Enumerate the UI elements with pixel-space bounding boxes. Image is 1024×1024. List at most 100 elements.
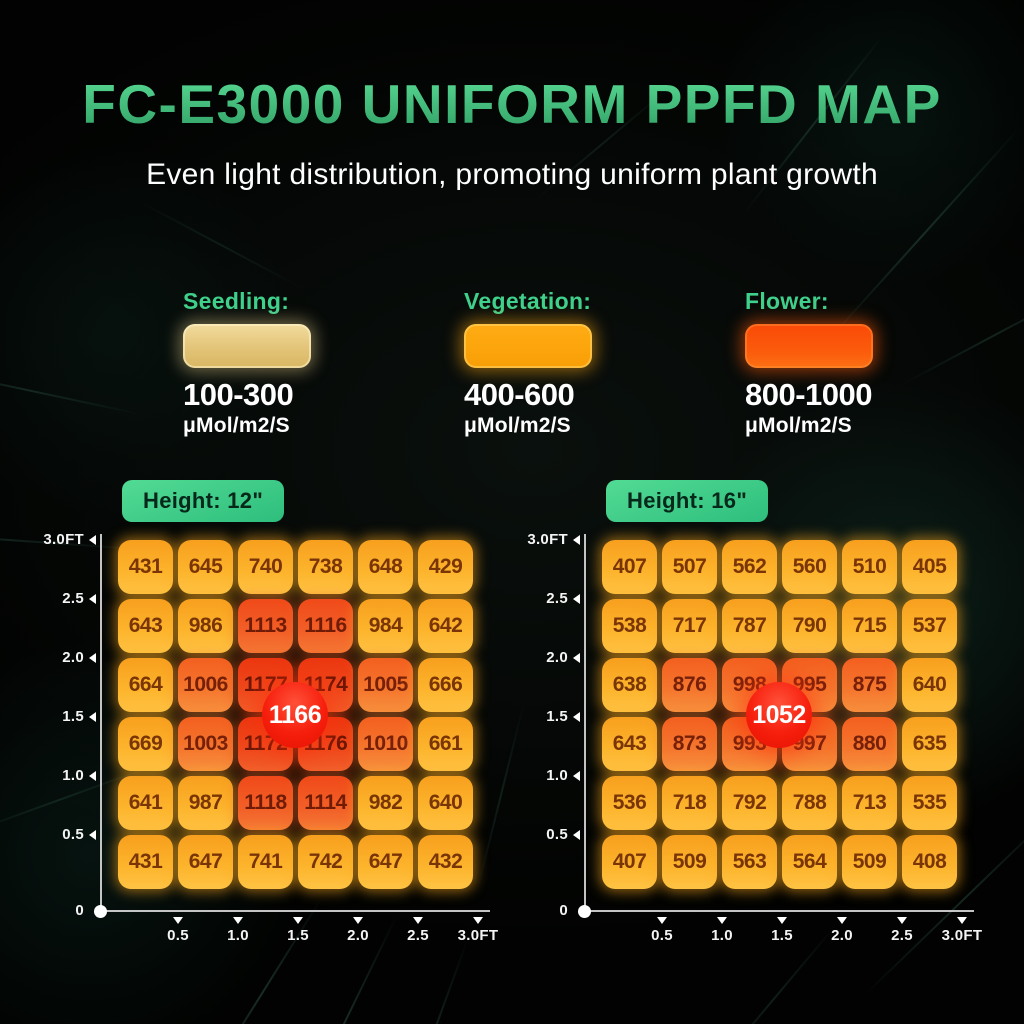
ppfd-cell: 407 <box>602 835 657 889</box>
tick-arrow-down-icon <box>957 917 967 924</box>
legend-unit: μMol/m2/S <box>745 414 852 437</box>
tick-arrow-left-icon <box>573 712 580 722</box>
ppfd-cell: 645 <box>178 540 233 594</box>
tick-arrow-down-icon <box>293 917 303 924</box>
ppfd-cell: 647 <box>358 835 413 889</box>
page-title: FC-E3000 UNIFORM PPFD MAP <box>0 72 1024 136</box>
ppfd-grid: 407 507 562 560 510 405 538 717 787 790 715 537 638 8… <box>602 540 957 889</box>
y-tick-label: 3.0FT <box>527 531 568 548</box>
ppfd-cell: 1005 <box>358 658 413 712</box>
light-streak <box>136 199 306 291</box>
tick-arrow-down-icon <box>173 917 183 924</box>
ppfd-cell: 718 <box>662 776 717 830</box>
ppfd-cell: 408 <box>902 835 957 889</box>
tick-arrow-left-icon <box>573 594 580 604</box>
x-tick-label: 2.0 <box>831 927 853 944</box>
ppfd-cell: 537 <box>902 599 957 653</box>
y-tick-label: 1.5 <box>546 708 568 725</box>
x-tick-label: 1.5 <box>287 927 309 944</box>
ppfd-cell: 1116 <box>298 599 353 653</box>
tick-arrow-left-icon <box>89 535 96 545</box>
legend-label: Vegetation: <box>464 288 592 314</box>
tick-arrow-down-icon <box>777 917 787 924</box>
ppfd-cell: 669 <box>118 717 173 771</box>
y-tick-label: 1.0 <box>546 767 568 784</box>
ppfd-cell: 638 <box>602 658 657 712</box>
ppfd-cell: 982 <box>358 776 413 830</box>
legend-label: Flower: <box>745 288 829 314</box>
ppfd-cell: 635 <box>902 717 957 771</box>
flower-color-swatch <box>745 324 873 368</box>
y-tick-label: 1.0 <box>62 767 84 784</box>
y-tick-label: 2.0 <box>546 649 568 666</box>
tick-arrow-left-icon <box>89 712 96 722</box>
tick-arrow-left-icon <box>89 653 96 663</box>
ppfd-cell: 740 <box>238 540 293 594</box>
y-tick-label: 0.5 <box>62 826 84 843</box>
tick-arrow-down-icon <box>837 917 847 924</box>
seedling-color-swatch <box>183 324 311 368</box>
tick-arrow-down-icon <box>717 917 727 924</box>
ppfd-cell: 640 <box>902 658 957 712</box>
y-tick-label: 0 <box>559 902 568 919</box>
ppfd-cell: 562 <box>722 540 777 594</box>
tick-arrow-down-icon <box>413 917 423 924</box>
tick-arrow-left-icon <box>89 771 96 781</box>
y-tick-label: 2.5 <box>546 590 568 607</box>
tick-arrow-down-icon <box>353 917 363 924</box>
x-tick-label: 2.5 <box>407 927 429 944</box>
y-tick-label: 3.0FT <box>43 531 84 548</box>
x-tick-label: 0.5 <box>167 927 189 944</box>
ppfd-cell: 510 <box>842 540 897 594</box>
height-badge: Height: 12" <box>122 480 285 522</box>
tick-arrow-down-icon <box>473 917 483 924</box>
ppfd-cell: 431 <box>118 835 173 889</box>
ppfd-cell: 741 <box>238 835 293 889</box>
ppfd-cell: 717 <box>662 599 717 653</box>
legend-item-seedling: Seedling: 100-300 μMol/m2/S <box>183 288 333 438</box>
y-tick-label: 0 <box>75 902 84 919</box>
ppfd-cell: 509 <box>842 835 897 889</box>
ppfd-cell: 1010 <box>358 717 413 771</box>
ppfd-cell: 560 <box>782 540 837 594</box>
legend-range: 100-300 <box>183 377 294 412</box>
ppfd-cell: 986 <box>178 599 233 653</box>
x-tick-label: 2.5 <box>891 927 913 944</box>
ppfd-cell: 666 <box>418 658 473 712</box>
ppfd-chart-height-12: Height: 12" 3.0FT 2.5 2.0 1.5 1.0 0.5 0 0.5 1.0… <box>40 470 520 1015</box>
y-tick-label: 2.5 <box>62 590 84 607</box>
ppfd-cell: 664 <box>118 658 173 712</box>
ppfd-cell: 1118 <box>238 776 293 830</box>
ppfd-cell: 715 <box>842 599 897 653</box>
legend-item-vegetation: Vegetation: 400-600 μMol/m2/S <box>464 288 614 438</box>
light-streak <box>901 284 1024 386</box>
x-tick-label: 1.5 <box>771 927 793 944</box>
legend-unit: μMol/m2/S <box>464 414 571 437</box>
peak-value-badge: 1052 <box>746 682 812 748</box>
ppfd-cell: 640 <box>418 776 473 830</box>
light-streak <box>0 364 145 416</box>
ppfd-cell: 713 <box>842 776 897 830</box>
ppfd-cell: 876 <box>662 658 717 712</box>
x-tick-label: 3.0FT <box>457 927 499 944</box>
ppfd-cell: 643 <box>602 717 657 771</box>
ppfd-cell: 509 <box>662 835 717 889</box>
ppfd-cell: 1113 <box>238 599 293 653</box>
x-tick-label: 1.0 <box>711 927 733 944</box>
legend-range: 800-1000 <box>745 377 873 412</box>
teal-glow <box>704 0 1024 300</box>
tick-arrow-down-icon <box>233 917 243 924</box>
vegetation-color-swatch <box>464 324 592 368</box>
tick-arrow-left-icon <box>573 535 580 545</box>
ppfd-cell: 1003 <box>178 717 233 771</box>
ppfd-cell: 787 <box>722 599 777 653</box>
ppfd-cell: 564 <box>782 835 837 889</box>
ppfd-cell: 647 <box>178 835 233 889</box>
ppfd-cell: 792 <box>722 776 777 830</box>
tick-arrow-left-icon <box>573 771 580 781</box>
y-axis-line <box>584 534 586 912</box>
y-axis-line <box>100 534 102 912</box>
ppfd-cell: 790 <box>782 599 837 653</box>
origin-dot <box>578 905 591 918</box>
legend-unit: μMol/m2/S <box>183 414 290 437</box>
